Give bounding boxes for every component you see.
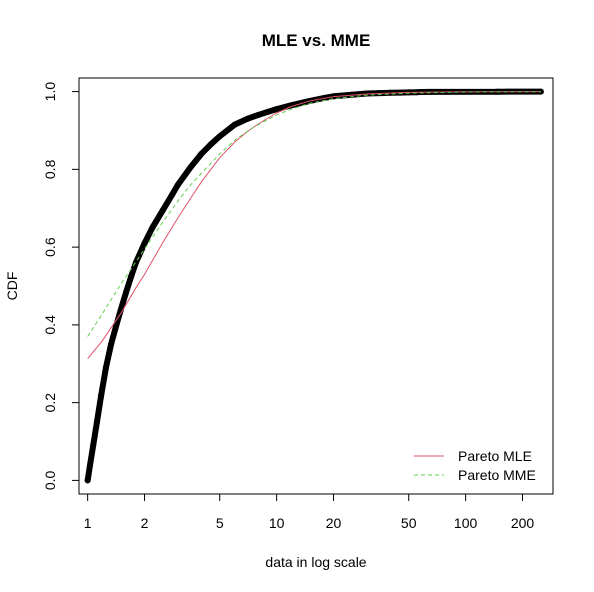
y-axis: 0.0 0.2 0.4 0.6 0.8 1.0: [42, 82, 80, 490]
plot-area: [84, 88, 544, 484]
x-tick-label: 200: [511, 515, 535, 531]
chart-title: MLE vs. MME: [262, 31, 371, 50]
empirical-point: [123, 288, 130, 295]
legend: Pareto MLE Pareto MME: [414, 448, 536, 483]
empirical-point: [537, 88, 544, 95]
y-tick-label: 0.2: [42, 393, 58, 413]
empirical-point: [273, 106, 280, 113]
empirical-point: [159, 207, 166, 214]
legend-label-pareto-mle: Pareto MLE: [458, 448, 532, 464]
y-tick-label: 0.6: [42, 237, 58, 257]
empirical-point: [128, 273, 135, 280]
y-tick-label: 0.0: [42, 470, 58, 490]
empirical-point: [174, 181, 181, 188]
empirical-point: [244, 115, 251, 122]
empirical-point: [255, 111, 262, 118]
y-axis-label: CDF: [4, 272, 20, 301]
empirical-point: [187, 164, 194, 171]
empirical-point: [208, 141, 215, 148]
empirical-point: [93, 419, 100, 426]
empirical-point: [198, 150, 205, 157]
x-axis-label: data in log scale: [265, 554, 366, 570]
x-tick-label: 5: [216, 515, 224, 531]
x-tick-label: 2: [141, 515, 149, 531]
y-tick-label: 0.8: [42, 159, 58, 179]
empirical-point: [102, 364, 109, 371]
empirical-point: [216, 133, 223, 140]
empirical-point: [113, 321, 120, 328]
plot-frame: [78, 77, 554, 495]
empirical-point: [149, 224, 156, 231]
empirical-cdf-line: [84, 88, 544, 484]
empirical-point: [87, 461, 94, 468]
y-tick-label: 1.0: [42, 82, 58, 102]
empirical-point: [231, 121, 238, 128]
empirical-point: [84, 477, 91, 484]
empirical-point: [90, 442, 97, 449]
x-tick-label: 100: [454, 515, 478, 531]
y-tick-label: 0.4: [42, 315, 58, 335]
empirical-point: [169, 191, 176, 198]
empirical-point: [264, 108, 271, 115]
legend-label-pareto-mme: Pareto MME: [458, 467, 536, 483]
x-tick-label: 50: [401, 515, 417, 531]
x-axis: 1 2 5 10 20 50 100 200: [84, 493, 535, 531]
empirical-point: [98, 391, 105, 398]
x-tick-label: 10: [269, 515, 285, 531]
series-line-pareto-mle: [87, 91, 541, 360]
series-line-pareto-mme: [87, 91, 541, 337]
empirical-point: [108, 341, 115, 348]
x-tick-label: 20: [326, 515, 342, 531]
empirical-point: [141, 240, 148, 247]
x-tick-label: 1: [84, 515, 92, 531]
